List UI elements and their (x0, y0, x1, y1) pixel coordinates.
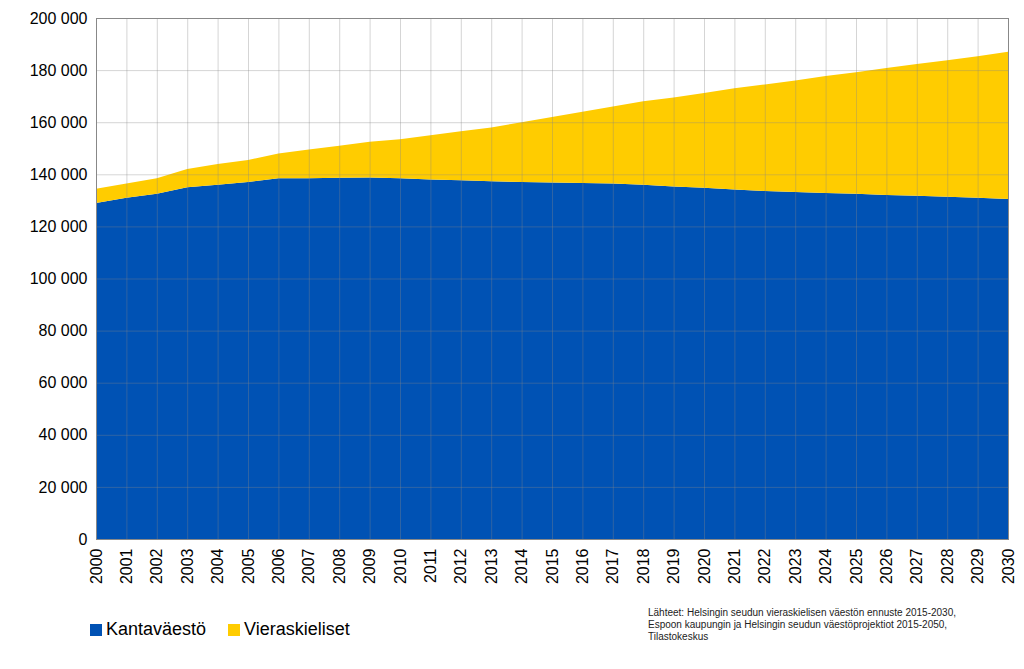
svg-text:2016: 2016 (574, 548, 591, 584)
svg-text:120 000: 120 000 (30, 218, 88, 235)
svg-text:2012: 2012 (452, 548, 469, 584)
svg-text:2007: 2007 (300, 548, 317, 584)
svg-text:2009: 2009 (361, 548, 378, 584)
svg-text:2023: 2023 (787, 548, 804, 584)
html-text:Tilastokeskus: Tilastokeskus (648, 631, 709, 642)
svg-text:2003: 2003 (179, 548, 196, 584)
svg-text:2030: 2030 (1000, 548, 1017, 584)
svg-text:2005: 2005 (240, 548, 257, 584)
html-text:Kantaväestö: Kantaväestö (106, 619, 207, 639)
svg-text:2006: 2006 (270, 548, 287, 584)
svg-text:60 000: 60 000 (39, 374, 88, 391)
html-text:Espoon kaupungin ja Helsingin: Espoon kaupungin ja Helsingin seudun väe… (648, 619, 948, 630)
svg-text:2022: 2022 (756, 548, 773, 584)
svg-text:2017: 2017 (604, 548, 621, 584)
svg-text:160 000: 160 000 (30, 114, 88, 131)
svg-text:140 000: 140 000 (30, 166, 88, 183)
svg-text:2025: 2025 (848, 548, 865, 584)
svg-text:2020: 2020 (696, 548, 713, 584)
svg-text:2001: 2001 (118, 548, 135, 584)
html-text:Vieraskieliset: Vieraskieliset (244, 619, 350, 639)
html-text:Lähteet: Helsingin seudun vier: Lähteet: Helsingin seudun vieraskielisen… (648, 607, 956, 618)
svg-text:180 000: 180 000 (30, 62, 88, 79)
svg-text:2011: 2011 (422, 548, 439, 583)
svg-text:2014: 2014 (513, 548, 530, 584)
svg-text:2002: 2002 (148, 548, 165, 584)
svg-text:20 000: 20 000 (39, 479, 88, 496)
svg-text:80 000: 80 000 (39, 322, 88, 339)
svg-text:40 000: 40 000 (39, 426, 88, 443)
svg-text:2021: 2021 (726, 548, 743, 584)
svg-text:2015: 2015 (544, 548, 561, 584)
svg-text:2024: 2024 (817, 548, 834, 584)
svg-text:2000: 2000 (88, 548, 105, 584)
svg-text:2010: 2010 (392, 548, 409, 584)
svg-text:200 000: 200 000 (30, 10, 88, 27)
svg-text:2029: 2029 (969, 548, 986, 584)
svg-text:2013: 2013 (483, 548, 500, 584)
svg-text:2027: 2027 (908, 548, 925, 584)
svg-text:2018: 2018 (635, 548, 652, 584)
svg-text:2008: 2008 (331, 548, 348, 584)
svg-text:100 000: 100 000 (30, 270, 88, 287)
svg-text:0: 0 (79, 531, 88, 548)
svg-text:2004: 2004 (209, 548, 226, 584)
svg-text:2026: 2026 (878, 548, 895, 584)
svg-text:2028: 2028 (939, 548, 956, 584)
svg-text:2019: 2019 (665, 548, 682, 584)
